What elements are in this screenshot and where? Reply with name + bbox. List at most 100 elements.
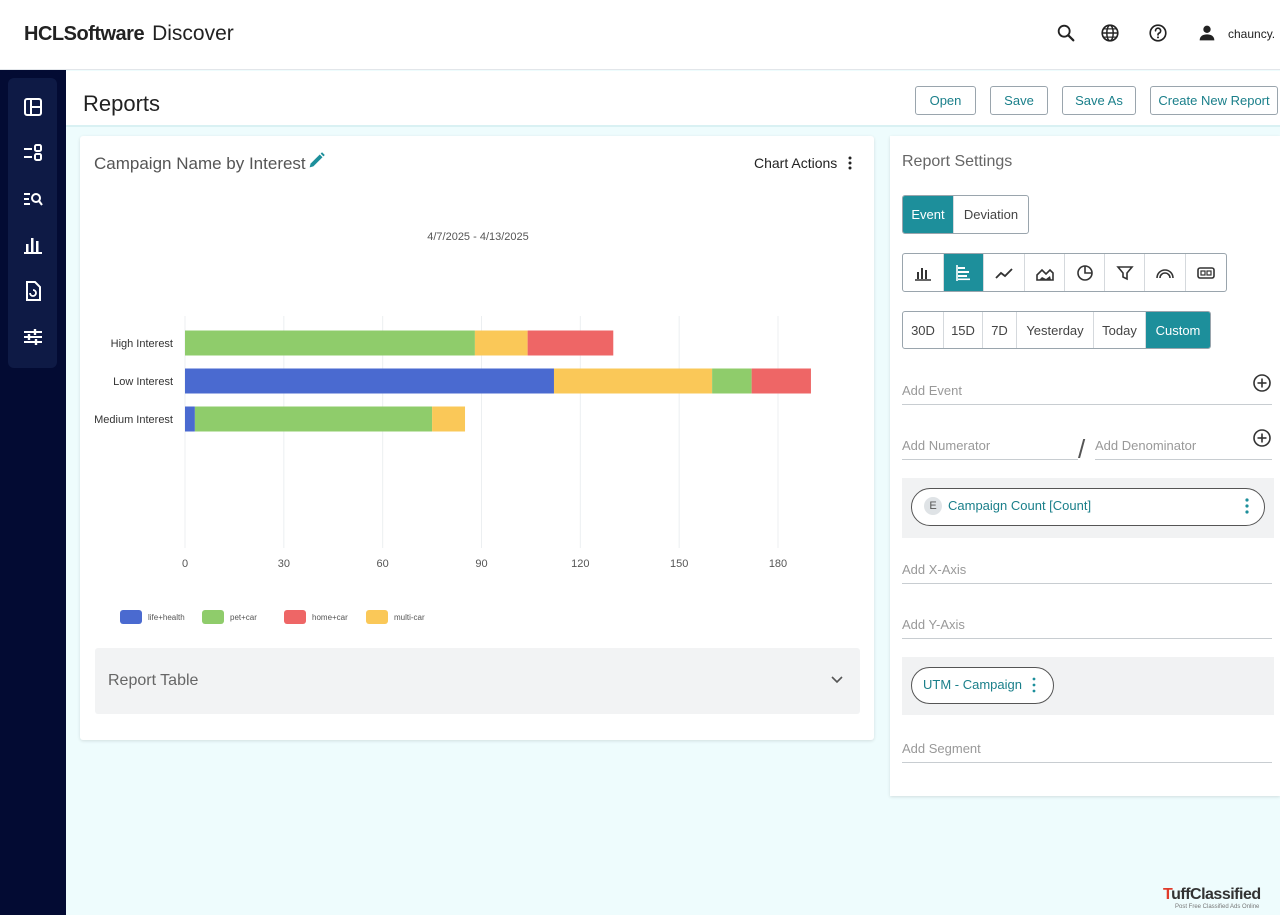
chart-date-range: 4/7/2025 - 4/13/2025 — [427, 231, 529, 243]
event-pill[interactable]: E Campaign Count [Count] — [911, 488, 1265, 526]
dimension-pill-container: UTM - Campaign — [902, 657, 1274, 715]
open-button[interactable]: Open — [915, 86, 976, 115]
user-icon[interactable] — [1196, 22, 1218, 44]
event-pill-label: Campaign Count [Count] — [948, 498, 1092, 513]
watermark-letter: T — [1163, 886, 1172, 903]
x-tick-label: 150 — [670, 558, 688, 570]
date-range-selector: 30D 15D 7D Yesterday Today Custom — [902, 311, 1211, 349]
legend-swatch[interactable] — [284, 610, 306, 624]
help-icon[interactable] — [1147, 22, 1169, 44]
kebab-icon[interactable] — [1242, 497, 1252, 515]
funnel-icon[interactable] — [1105, 254, 1145, 291]
watermark-logo: TuffClassified Post Free Classified Ads … — [1163, 886, 1261, 910]
dashboard-icon[interactable] — [20, 94, 46, 120]
legend-swatch[interactable] — [202, 610, 224, 624]
bar-chart-icon[interactable] — [903, 254, 944, 291]
add-event-placeholder: Add Event — [902, 383, 962, 398]
legend-label: multi-car — [394, 613, 425, 622]
bar-segment[interactable] — [432, 406, 466, 432]
range-15d[interactable]: 15D — [944, 312, 983, 348]
kebab-icon[interactable] — [1029, 676, 1039, 694]
add-numerator-field[interactable]: Add Numerator — [902, 430, 1078, 460]
watermark-name: uffClassified — [1171, 886, 1261, 903]
add-y-axis-field[interactable]: Add Y-Axis — [902, 609, 1272, 639]
campaign-bar-chart: 4/7/2025 - 4/13/2025 High Interest Low In… — [94, 231, 811, 624]
x-tick-label: 0 — [182, 558, 188, 570]
top-bar: HCLSoftware Discover chauncy. — [0, 0, 1280, 70]
range-custom[interactable]: Custom — [1146, 312, 1210, 348]
bar-segment[interactable] — [194, 406, 433, 432]
reports-chart-icon[interactable] — [20, 232, 46, 258]
settings-title: Report Settings — [902, 153, 1013, 170]
chart-type-selector — [902, 253, 1227, 292]
gauge-icon[interactable] — [1145, 254, 1186, 291]
add-event-plus-icon[interactable] — [1252, 373, 1272, 393]
legend-label: pet+car — [230, 613, 257, 622]
bar-segment[interactable] — [527, 330, 614, 356]
x-tick-label: 90 — [475, 558, 487, 570]
chevron-down-icon — [831, 676, 843, 684]
add-x-axis-field[interactable]: Add X-Axis — [902, 554, 1272, 584]
bar-segment[interactable] — [712, 368, 752, 394]
horizontal-bar-icon[interactable] — [944, 254, 984, 291]
save-as-button[interactable]: Save As — [1062, 86, 1136, 115]
range-today[interactable]: Today — [1094, 312, 1146, 348]
add-segment-field[interactable]: Add Segment — [902, 733, 1272, 763]
sidebar — [0, 70, 66, 915]
hierarchy-icon[interactable] — [20, 140, 46, 166]
x-tick-label: 60 — [377, 558, 389, 570]
edit-pencil-icon[interactable] — [306, 149, 328, 171]
line-chart-icon[interactable] — [984, 254, 1025, 291]
add-event-field[interactable]: Add Event — [902, 375, 1272, 405]
legend-swatch[interactable] — [366, 610, 388, 624]
legend-label: life+health — [148, 613, 185, 622]
chart-panel: Campaign Name by Interest Chart Actions … — [80, 136, 874, 740]
bar-segment[interactable] — [185, 368, 554, 394]
event-pill-container: E Campaign Count [Count] — [902, 478, 1274, 538]
category-label: High Interest — [111, 338, 173, 350]
save-button[interactable]: Save — [990, 86, 1048, 115]
x-tick-label: 120 — [571, 558, 589, 570]
chart-actions-menu[interactable]: Chart Actions — [754, 155, 855, 171]
dimension-pill[interactable]: UTM - Campaign — [911, 667, 1054, 704]
sidebar-nav — [8, 78, 57, 368]
bar-segment[interactable] — [751, 368, 811, 394]
brand-name: HCLSoftware — [24, 23, 145, 45]
bar-segment[interactable] — [185, 406, 195, 432]
add-y-axis-placeholder: Add Y-Axis — [902, 617, 965, 632]
watermark-tagline: Post Free Classified Ads Online — [1175, 904, 1260, 910]
user-name[interactable]: chauncy. — [1228, 27, 1276, 41]
event-mode-option[interactable]: Event — [903, 196, 954, 233]
globe-icon[interactable] — [1099, 22, 1121, 44]
add-denominator-field[interactable]: Add Denominator — [1095, 430, 1272, 460]
fraction-slash: / — [1078, 434, 1086, 464]
x-axis-ticks: 0 30 60 90 120 150 180 — [182, 558, 787, 570]
legend-swatch[interactable] — [120, 610, 142, 624]
x-tick-label: 180 — [769, 558, 787, 570]
range-30d[interactable]: 30D — [903, 312, 944, 348]
add-x-axis-placeholder: Add X-Axis — [902, 562, 967, 577]
pie-chart-icon[interactable] — [1065, 254, 1105, 291]
bar-segment[interactable] — [185, 330, 475, 356]
range-yesterday[interactable]: Yesterday — [1017, 312, 1094, 348]
report-table-accordion[interactable]: Report Table — [95, 648, 860, 714]
create-new-report-button[interactable]: Create New Report — [1150, 86, 1278, 115]
area-chart-icon[interactable] — [1025, 254, 1065, 291]
deviation-mode-option[interactable]: Deviation — [963, 207, 1019, 222]
add-numerator-placeholder: Add Numerator — [902, 438, 991, 453]
kebab-icon — [848, 156, 852, 170]
bar-segment[interactable] — [474, 330, 528, 356]
search-icon[interactable] — [1055, 22, 1077, 44]
settings-sliders-icon[interactable] — [20, 324, 46, 350]
range-7d[interactable]: 7D — [983, 312, 1017, 348]
document-sync-icon[interactable] — [20, 278, 46, 304]
mode-toggle: Event Deviation — [902, 195, 1029, 234]
category-label: Low Interest — [113, 376, 173, 388]
search-list-icon[interactable] — [20, 186, 46, 212]
brand-logo[interactable]: HCLSoftware Discover — [24, 22, 234, 46]
bar-segment[interactable] — [553, 368, 713, 394]
counter-icon[interactable] — [1186, 254, 1226, 291]
category-label: Medium Interest — [94, 414, 173, 426]
x-tick-label: 30 — [278, 558, 290, 570]
add-ratio-plus-icon[interactable] — [1252, 428, 1272, 448]
